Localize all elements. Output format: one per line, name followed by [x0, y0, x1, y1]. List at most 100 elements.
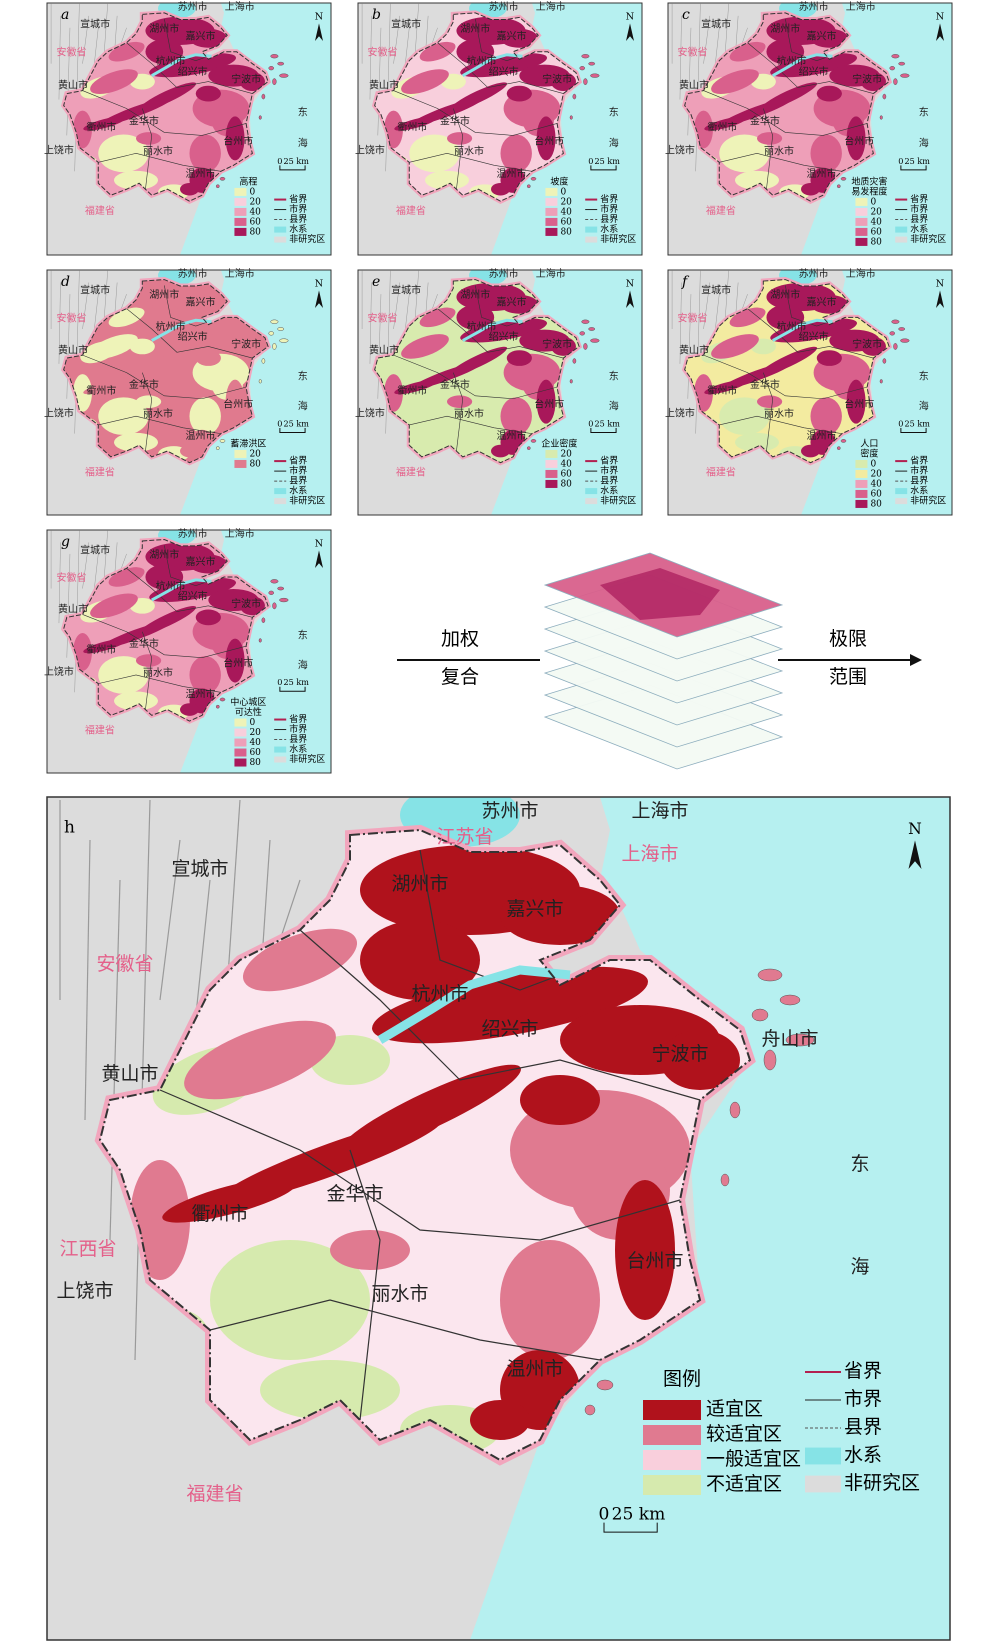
sea [180, 530, 331, 773]
zone [615, 1180, 675, 1320]
north-arrow [626, 23, 634, 41]
zone [162, 1177, 298, 1223]
island [581, 54, 590, 59]
zone [550, 337, 576, 356]
zone [816, 350, 842, 366]
panel-letter: b [372, 7, 381, 23]
place-label: 嘉兴市 [506, 898, 563, 920]
place-label: 宣城市 [701, 17, 731, 30]
island [581, 319, 590, 324]
zone [860, 72, 886, 92]
place-label: 温州市 [185, 688, 215, 701]
zone [729, 41, 766, 62]
legend-label: 非研究区 [289, 753, 325, 765]
zone [83, 116, 126, 131]
place-label: 安徽省 [96, 953, 153, 975]
panel-letter: g [61, 534, 70, 550]
legend-swatch [855, 227, 868, 236]
legend-label: 市界 [844, 1388, 882, 1410]
island [882, 358, 887, 364]
place-label: 丽水市 [454, 144, 484, 157]
city-boundary [142, 372, 153, 452]
city-boundary [209, 1299, 601, 1361]
city-boundary [763, 108, 774, 190]
place-label: 湖州市 [770, 22, 800, 35]
zone [506, 85, 532, 102]
study-area [63, 279, 269, 463]
zone [90, 334, 138, 359]
legend-swatch [274, 756, 287, 763]
legend-label: 非研究区 [910, 495, 946, 507]
island [590, 73, 600, 78]
place-label: 温州市 [806, 167, 836, 180]
place-label: 宁波市 [231, 597, 261, 610]
layer-highlight [600, 568, 720, 620]
legend-label: 县界 [289, 214, 307, 225]
zone [149, 318, 237, 343]
legend-swatch [805, 1447, 841, 1465]
zone [239, 596, 265, 616]
arrow-head [910, 654, 922, 666]
place-label: 安徽省 [57, 46, 87, 59]
scale-length: 25 km [283, 677, 309, 687]
island [751, 1008, 769, 1022]
legend-swatch [855, 197, 868, 206]
place-label: 福建省 [85, 465, 115, 478]
legend-swatch [643, 1400, 701, 1420]
map [47, 270, 331, 515]
legend-label: 水系 [289, 743, 307, 755]
zone [180, 182, 199, 196]
north-label: N [908, 820, 922, 838]
place-label: 宣城市 [80, 544, 110, 557]
city-boundary [82, 614, 247, 659]
place-label: 温州市 [496, 429, 526, 442]
legend-label: 市界 [600, 465, 618, 477]
place-label: 温州市 [806, 429, 836, 442]
panel-frame [46, 269, 332, 516]
place-label: 海 [919, 399, 929, 412]
place-label: 黄山市 [679, 343, 709, 356]
place-label: 上饶市 [665, 143, 695, 156]
island [268, 66, 275, 71]
place-label: 海 [298, 136, 308, 149]
sea [491, 3, 642, 255]
zone [846, 116, 866, 161]
north-label: N [315, 539, 323, 550]
scale-length: 25 km [594, 418, 620, 428]
panel-letter: e [372, 274, 380, 290]
legend-swatch [643, 1475, 701, 1495]
legend-swatch [545, 479, 558, 488]
city-boundary [142, 108, 153, 190]
zone [500, 28, 539, 48]
river [771, 53, 833, 77]
zone [757, 132, 783, 145]
outer-boundary [393, 15, 401, 64]
legend-label: 0 [870, 459, 876, 469]
zone [189, 554, 228, 574]
legend-swatch [234, 449, 247, 458]
city-boundary [82, 354, 247, 400]
place-label: 嘉兴市 [185, 295, 215, 308]
island [261, 358, 266, 364]
panel-letter: c [682, 7, 690, 23]
place-label: 宣城市 [391, 284, 421, 297]
place-label: 福建省 [85, 724, 115, 737]
legend-label: 县界 [844, 1416, 882, 1438]
outer-boundary [66, 27, 71, 136]
legend-swatch [234, 187, 247, 196]
study-area [63, 12, 269, 202]
city-boundary [437, 308, 564, 359]
place-label: 湖州市 [149, 288, 179, 301]
place-label: 绍兴市 [481, 1018, 538, 1040]
map [47, 3, 331, 255]
place-label: 黄山市 [101, 1063, 158, 1085]
place-label: 宁波市 [852, 337, 882, 350]
legend-swatch [805, 1475, 841, 1493]
place-label: 嘉兴市 [185, 29, 215, 42]
legend-label: 市界 [910, 203, 928, 215]
legend-label: 适宜区 [706, 1398, 763, 1420]
place-label: 台州市 [223, 135, 253, 148]
zone [766, 304, 805, 330]
scale-length: 25 km [283, 156, 309, 166]
legend-label: 水系 [910, 223, 928, 235]
